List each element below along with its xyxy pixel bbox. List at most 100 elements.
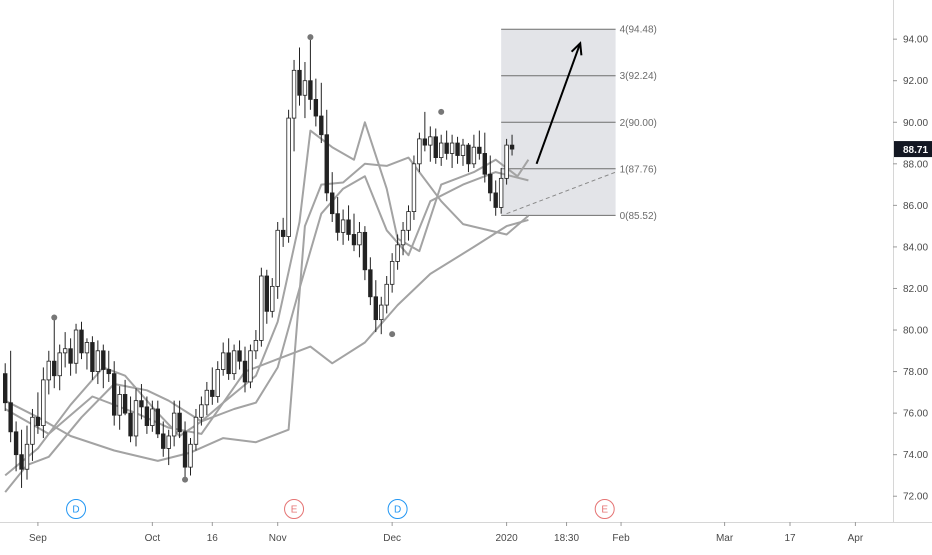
candle-body: [498, 177, 504, 208]
candle-body: [68, 348, 73, 364]
candle-body: [106, 369, 111, 375]
candles: [3, 37, 515, 488]
candle-body: [329, 192, 335, 215]
moving-average-line: [4, 156, 530, 462]
event-marker[interactable]: [387, 499, 408, 519]
candle-body: [400, 229, 406, 246]
candle-body: [291, 69, 297, 119]
candle-body: [231, 350, 237, 375]
price-tick-label: 72.00: [903, 492, 928, 503]
last-price-badge: [894, 141, 932, 158]
candle-body: [117, 394, 122, 416]
annotations[interactable]: [51, 34, 616, 483]
time-tick-label: 18:30: [554, 533, 579, 544]
candle-body: [46, 360, 51, 381]
candle-body: [220, 352, 226, 370]
event-marker-label: D: [394, 505, 401, 516]
candle-body: [101, 350, 106, 370]
candle-body: [8, 402, 13, 433]
time-tick-label: Feb: [612, 533, 630, 544]
candle-body: [357, 231, 362, 246]
candle-body: [302, 80, 308, 96]
time-tick-label: Oct: [145, 533, 161, 544]
price-tick-label: 84.00: [903, 242, 928, 253]
candle-body: [177, 412, 182, 433]
moving-average-line: [4, 171, 529, 493]
price-tick-label: 74.00: [903, 450, 928, 461]
candle-body: [460, 144, 466, 156]
event-marker-label: E: [291, 505, 298, 516]
candle-body: [384, 283, 389, 306]
candle-body: [488, 173, 493, 194]
time-tick-label: Nov: [269, 533, 287, 544]
candle-body: [411, 163, 417, 213]
last-price-marker: 88.71: [894, 141, 932, 158]
event-marker[interactable]: [66, 499, 87, 519]
price-tick-label: 86.00: [903, 201, 928, 212]
candle-body: [242, 360, 248, 383]
candle-body: [19, 454, 24, 470]
time-tick-label: Mar: [716, 533, 734, 544]
time-tick-label: 17: [784, 533, 796, 544]
fib-level-label: 1(87.76): [620, 164, 657, 175]
fib-extension[interactable]: 0(85.52) 1(87.76) 2(90.00) 3(92.24) 4(94.48): [501, 25, 657, 222]
time-tick-label: 2020: [495, 533, 518, 544]
time-axis[interactable]: Sep Oct 16 Nov Dec 2020 18:30 Feb Mar 17 Apr: [29, 522, 864, 544]
time-tick-label: Dec: [383, 533, 401, 544]
candle-body: [335, 213, 340, 233]
candle-body: [259, 275, 264, 341]
fib-level-label: 2(90.00): [620, 118, 657, 129]
candle-body: [161, 433, 166, 449]
candle-body: [308, 80, 313, 100]
candle-body: [253, 340, 259, 352]
candle-body: [52, 360, 57, 377]
event-marker-label: E: [601, 505, 608, 516]
candle-body: [204, 389, 210, 406]
candle-body: [297, 69, 302, 96]
candle-body: [395, 244, 400, 262]
event-marker[interactable]: [284, 499, 305, 519]
candle-body: [417, 138, 422, 165]
price-axis[interactable]: 72.00 74.00 76.00 78.00 80.00 82.00 84.00 86.00…: [893, 35, 928, 503]
candle-body: [210, 389, 215, 397]
candle-body: [188, 443, 193, 468]
candle-body: [62, 348, 68, 354]
candle-body: [373, 296, 378, 321]
fib-level-label: 3(92.24): [620, 71, 657, 82]
candle-body: [122, 394, 128, 414]
candle-body: [346, 219, 351, 235]
event-marker[interactable]: [594, 499, 615, 519]
candle-body: [509, 144, 515, 150]
candle-body: [144, 406, 150, 426]
candle-body: [139, 400, 144, 408]
candle-body: [95, 350, 101, 372]
candle-body: [112, 373, 117, 416]
candle-body: [155, 408, 160, 435]
candle-body: [482, 153, 487, 175]
dashed-trend-line[interactable]: [506, 171, 616, 215]
price-tick-label: 76.00: [903, 409, 928, 420]
candle-body: [226, 352, 231, 375]
candle-body: [471, 146, 477, 165]
candle-body: [237, 350, 242, 362]
candle-body: [433, 136, 438, 158]
price-tick-label: 80.00: [903, 326, 928, 337]
candle-body: [286, 117, 291, 237]
arrow-shaft[interactable]: [535, 42, 582, 165]
candle-body: [264, 275, 269, 312]
price-tick-label: 82.00: [903, 284, 928, 295]
candle-body: [248, 350, 253, 383]
candle-body: [57, 352, 62, 377]
arrow-head[interactable]: [570, 41, 583, 56]
pivot-marker: [51, 314, 58, 321]
candle-body: [324, 134, 329, 194]
candle-body: [41, 379, 46, 426]
candle-body: [455, 142, 460, 156]
candle-body: [13, 431, 19, 456]
candle-body: [24, 443, 30, 470]
price-tick-label: 90.00: [903, 118, 928, 129]
